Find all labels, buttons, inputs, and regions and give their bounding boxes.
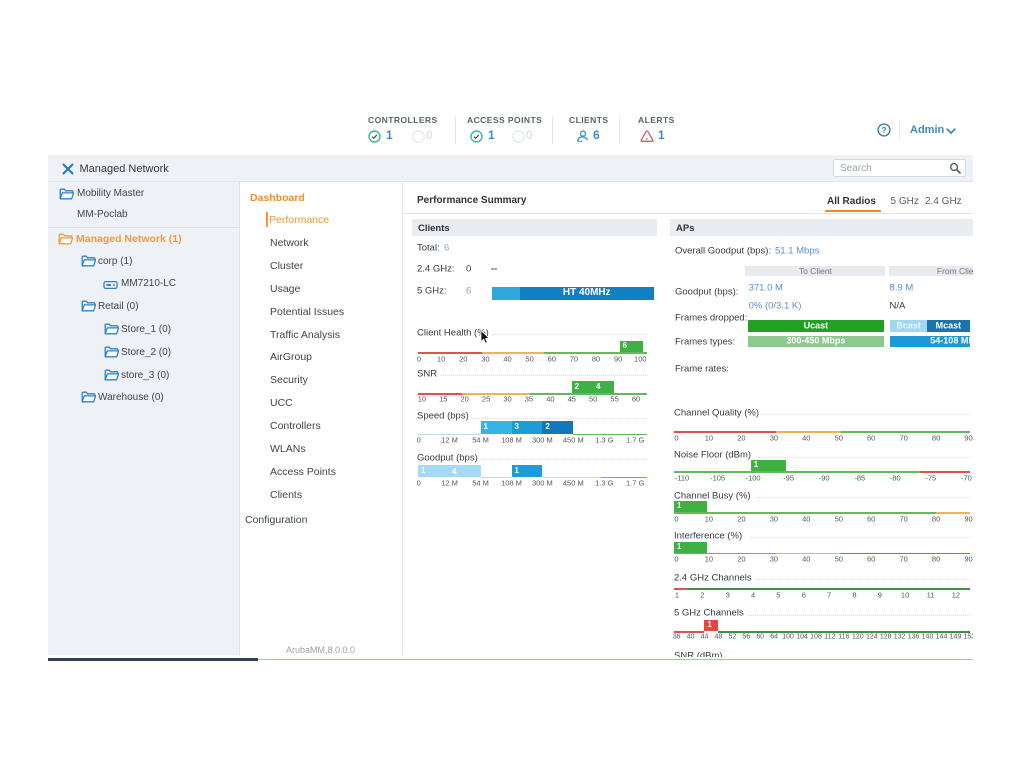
svg-text:?: ? bbox=[881, 126, 886, 135]
